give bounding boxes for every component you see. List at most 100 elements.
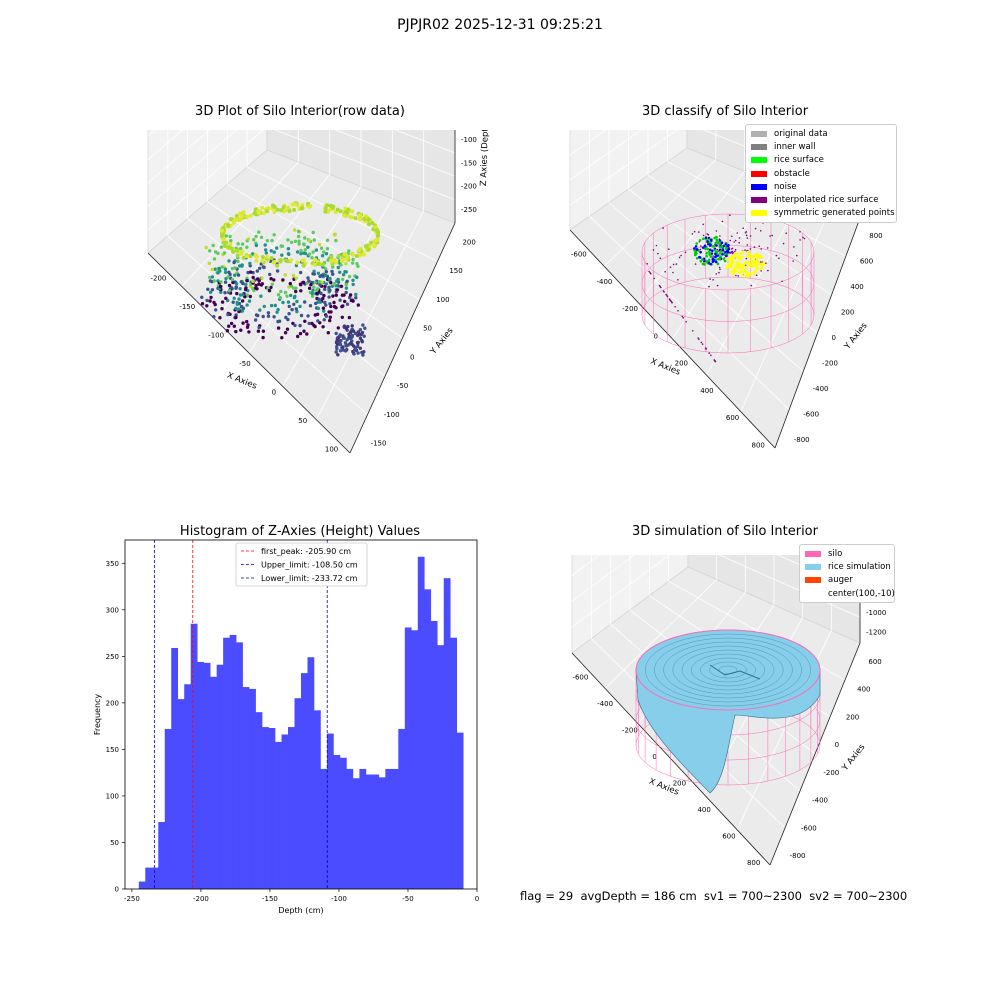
cls-interp-point [793,246,795,248]
histogram-bar [184,684,192,889]
raw-x-tick-label: -100 [208,331,224,339]
histogram-bar [203,662,211,889]
raw-point [253,253,258,258]
sim-y-tick-label: 400 [857,686,870,694]
raw-point [313,280,317,285]
histogram-x-tick-label: -200 [193,895,209,903]
raw-point [331,272,335,276]
raw-point [306,314,310,318]
raw-point [374,238,379,243]
raw-z-tick-label: -150 [461,159,477,167]
raw-point [369,240,374,245]
cls-point-cloud [646,214,806,363]
cls-rice-point [711,260,715,264]
cls-symmetric-point [750,260,754,264]
cls-rice-point [716,240,720,244]
raw-point [265,209,269,214]
raw-point [356,344,360,349]
cls-symmetric-point [735,252,739,256]
raw-point [205,304,209,308]
raw-point [233,266,237,270]
raw-point [226,298,230,303]
raw-point [264,248,268,252]
raw-point [212,300,216,305]
raw-point [338,333,342,337]
cls-interp-point [734,248,737,251]
simulation-legend-item: silo [805,547,889,560]
raw-point [290,202,295,207]
histogram-bar [210,676,217,889]
raw-point [220,228,224,233]
histogram-bar [372,774,380,889]
cls-interp-point [701,343,704,345]
raw-point [234,248,239,253]
raw-point [209,295,213,300]
cls-symmetric-point [732,260,735,263]
raw-point [343,270,347,274]
cls-symmetric-point [733,267,736,271]
raw-point [345,338,349,342]
raw-point [336,265,340,270]
raw-point [224,234,228,238]
raw-point [241,255,246,260]
raw-point [210,288,215,292]
histogram-x-tick-label: -100 [331,895,347,903]
histogram-bar [138,881,146,889]
raw-point [200,295,204,299]
raw-point [315,288,319,292]
cls-interp-point [664,270,666,273]
raw-point [216,251,220,255]
raw-point [328,204,333,209]
raw-grid-line [147,130,456,184]
classify-plot-title: 3D classify of Silo Interior [641,104,809,119]
raw-point [336,326,340,330]
cls-symmetric-point [732,271,736,274]
raw-point [261,335,265,340]
sim-mesh-ring [672,645,784,695]
raw-point [336,253,341,258]
cls-interp-point [662,290,665,292]
raw-point [210,275,215,279]
raw-point [260,258,265,263]
raw-point [294,276,298,280]
cls-interp-point [678,256,681,259]
cls-symmetric-point [731,257,735,261]
raw-point [214,308,218,312]
histogram-bar [151,867,159,889]
raw-point [236,242,240,246]
cls-interp-point [754,227,757,230]
raw-point [237,307,241,311]
raw-point [298,323,302,328]
cls-rice-point [706,260,709,263]
raw-point [260,255,265,259]
raw-point [283,258,288,263]
histogram-x-axis-label: Depth (cm) [278,906,323,915]
sim-y-tick-label: 600 [868,658,881,666]
raw-point [254,258,259,263]
classify-legend-item: symmetric generated points [751,207,895,220]
raw-point [255,269,259,273]
raw-point [323,287,327,292]
cls-interp-point [758,245,760,247]
raw-point [224,296,228,300]
histogram-bar [430,620,438,889]
raw-point [200,302,205,306]
raw-point [330,284,334,288]
cls-symmetric-point [729,262,733,265]
raw-point [325,203,330,208]
raw-point [335,342,340,346]
cls-interp-point [782,242,785,245]
raw-point [247,330,251,334]
cls-rice-point [720,245,723,248]
raw-point [341,345,345,349]
raw-point [347,249,351,253]
sim-x-axis-line [571,652,771,866]
raw-point [272,233,276,237]
sim-z-tick-label: -1000 [866,609,886,617]
histogram-y-tick-label: 350 [106,560,119,568]
classify-legend: original data inner wall rice surface obsta… [745,124,897,224]
raw-point [300,258,305,263]
cls-interp-point [729,252,731,254]
cls-interp-point [767,269,769,272]
cls-rice-point [706,240,709,243]
